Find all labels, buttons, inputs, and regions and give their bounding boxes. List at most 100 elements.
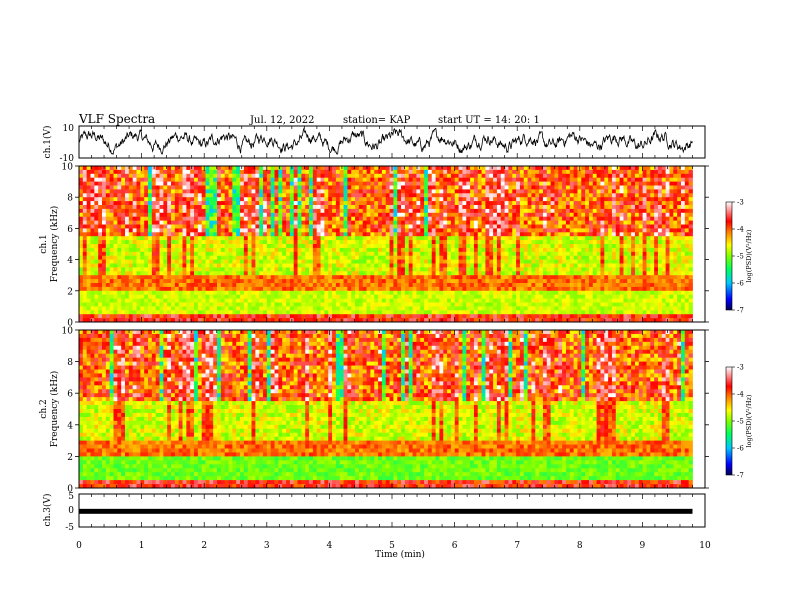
spectrogram-cell: [274, 232, 279, 237]
spectrogram-cell: [347, 310, 352, 315]
spectrogram-cell: [274, 208, 279, 214]
spectrogram-cell: [197, 247, 203, 253]
spectrogram-cell: [259, 271, 264, 276]
spectrogram-cell: [470, 302, 475, 307]
spectrogram-cell: [312, 193, 318, 198]
spectrogram-cell: [309, 251, 314, 257]
spectrogram-cell: [136, 224, 141, 229]
spectrogram-cell: [94, 193, 99, 198]
spectrogram-cell: [431, 279, 436, 284]
spectrogram-cell: [270, 166, 275, 171]
spectrogram-cell: [98, 169, 103, 175]
spectrogram-cell: [305, 271, 310, 276]
spectrogram-cell: [125, 236, 130, 241]
spectrogram-cell: [243, 255, 249, 260]
spectrogram-cell: [397, 294, 402, 299]
spectrogram-cell: [266, 240, 272, 245]
spectrogram-cell: [190, 271, 195, 276]
spectrogram-cell: [305, 236, 310, 241]
spectrogram-cell: [542, 294, 548, 299]
spectrogram-cell: [159, 228, 164, 233]
spectrogram-cell: [255, 290, 260, 296]
spectrogram-cell: [546, 197, 552, 202]
spectrogram-cell: [282, 314, 287, 319]
spectrogram-cell: [339, 220, 344, 225]
spectrogram-cell: [263, 224, 268, 229]
spectrogram-cell: [508, 201, 513, 206]
spectrogram-cell: [351, 290, 356, 296]
spectrogram-cell: [470, 189, 475, 194]
spectrogram-cell: [489, 302, 494, 307]
spectrogram-cell: [355, 166, 360, 171]
spectrogram-cell: [473, 201, 479, 206]
spectrogram-cell: [259, 189, 264, 194]
spectrogram-cell: [470, 181, 475, 186]
spectrogram-cell: [102, 314, 107, 319]
spectrogram-cell: [167, 286, 172, 292]
spectrogram-cell: [297, 267, 302, 272]
spectrogram-cell: [263, 310, 268, 315]
spectrogram-cell: [151, 244, 157, 249]
spectrogram-cell: [255, 173, 260, 179]
spectrogram-cell: [542, 185, 548, 190]
spectrogram-cell: [523, 283, 528, 288]
spectrogram-cell: [358, 216, 364, 221]
spectrogram-cell: [424, 318, 429, 323]
spectrogram-cell: [397, 181, 402, 186]
spectrogram-cell: [447, 286, 452, 292]
spectrogram-cell: [228, 185, 233, 190]
spectrogram-cell: [86, 271, 91, 276]
spectrogram-cell: [90, 201, 95, 206]
spectrogram-cell: [542, 302, 548, 307]
spectrogram-cell: [205, 286, 210, 292]
spectrogram-cell: [512, 197, 517, 202]
spectrogram-cell: [523, 193, 528, 198]
spectrogram-cell: [109, 286, 114, 292]
spectrogram-cell: [102, 259, 107, 264]
spectrogram-cell: [324, 212, 329, 218]
spectrogram-cell: [144, 216, 149, 221]
spectrogram-cell: [82, 298, 88, 303]
spectrogram-cell: [263, 236, 268, 241]
spectrogram-cell: [224, 306, 229, 311]
spectrogram-cell: [324, 275, 329, 280]
spectrogram-cell: [174, 185, 180, 190]
spectrogram-cell: [355, 314, 360, 319]
spectrogram-cell: [335, 271, 341, 276]
spectrogram-cell: [370, 283, 375, 288]
spectrogram-cell: [401, 255, 406, 260]
spectrogram-cell: [289, 232, 295, 237]
spectrogram-cell: [224, 224, 229, 229]
spectrogram-cell: [408, 224, 413, 229]
spectrogram-cell: [404, 247, 410, 253]
spectrogram-cell: [427, 205, 433, 210]
spectrogram-cell: [209, 212, 214, 218]
spectrogram-cell: [401, 279, 406, 284]
spectrogram-cell: [94, 259, 99, 264]
spectrogram-cell: [186, 283, 191, 288]
spectrogram-cell: [535, 267, 540, 272]
spectrogram-cell: [167, 251, 172, 257]
spectrogram-cell: [450, 302, 456, 307]
spectrogram-cell: [274, 244, 279, 249]
spectrogram-cell: [443, 283, 448, 288]
spectrogram-cell: [389, 185, 394, 190]
spectrogram-cell: [86, 189, 91, 194]
spectrogram-cell: [347, 205, 352, 210]
spectrogram-cell: [508, 189, 513, 194]
spectrogram-cell: [316, 314, 321, 319]
spectrogram-cell: [500, 228, 505, 233]
spectrogram-cell: [362, 205, 367, 210]
spectrogram-cell: [550, 306, 555, 311]
spectrogram-cell: [297, 247, 302, 253]
spectrogram-cell: [102, 236, 107, 241]
spectrogram-cell: [366, 208, 371, 214]
spectrogram-cell: [516, 232, 521, 237]
spectrogram-cell: [351, 298, 356, 303]
spectrogram-cell: [205, 220, 210, 225]
spectrogram-cell: [224, 247, 229, 253]
spectrogram-cell: [121, 197, 126, 202]
spectrogram-cell: [351, 263, 356, 268]
spectrogram-cell: [278, 271, 283, 276]
spectrogram-cell: [427, 318, 433, 323]
